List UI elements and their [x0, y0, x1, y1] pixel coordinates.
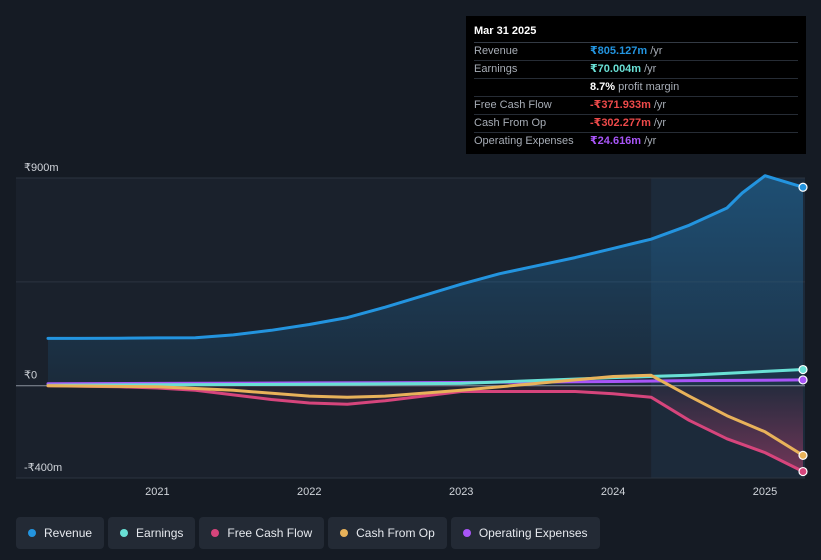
free-cash-flow-area	[48, 385, 803, 472]
legend-label: Earnings	[136, 526, 184, 540]
x-tick-label: 2025	[753, 486, 777, 498]
legend-item-revenue[interactable]: Revenue	[16, 517, 105, 549]
revenue-end-point	[798, 182, 808, 192]
revenue-line	[46, 174, 805, 340]
tooltip-value: -₹302.277m	[590, 117, 651, 129]
legend-item-cash-from-op[interactable]: Cash From Op	[328, 517, 447, 549]
y-tick-label: -₹400m	[24, 462, 62, 474]
tooltip-unit: /yr	[653, 99, 667, 111]
earnings-line	[46, 368, 805, 387]
legend: Revenue Earnings Free Cash Flow Cash Fro…	[16, 517, 604, 549]
x-tick-label: 2021	[145, 486, 169, 498]
earnings-end-point	[798, 364, 808, 375]
revenue-area	[48, 175, 803, 386]
legend-dot-icon	[340, 529, 349, 537]
legend-label: Revenue	[44, 526, 93, 540]
legend-dot-icon	[462, 529, 471, 537]
legend-item-earnings[interactable]: Earnings	[108, 517, 196, 549]
legend-label: Cash From Op	[356, 526, 435, 540]
cash-from-op-end-point	[798, 450, 808, 460]
tooltip-value: -₹371.933m	[590, 99, 651, 111]
tooltip-label: Cash From Op	[474, 117, 547, 129]
chart-area: ₹900m ₹0 -₹400m 2021 2022 2023 2024 2025	[16, 162, 808, 498]
tooltip-row-free-cash-flow: Free Cash Flow -₹371.933m /yr	[474, 97, 798, 115]
tooltip-value: ₹805.127m	[590, 45, 648, 57]
tooltip-value: 8.7%	[590, 81, 616, 93]
free-cash-flow-line	[46, 384, 805, 473]
tooltip-label: Revenue	[474, 45, 519, 57]
tooltip-row-cash-from-op: Cash From Op -₹302.277m /yr	[474, 115, 798, 133]
legend-item-operating-expenses[interactable]: Operating Expenses	[450, 517, 600, 549]
tooltip-label	[474, 79, 590, 96]
legend-dot-icon	[211, 529, 220, 537]
tooltip-unit: profit margin	[618, 81, 680, 93]
tooltip-row-operating-expenses: Operating Expenses ₹24.616m /yr	[474, 133, 798, 150]
tooltip-row-earnings: Earnings ₹70.004m /yr	[474, 61, 798, 79]
cash-from-op-line	[46, 373, 805, 457]
x-tick-label: 2024	[601, 486, 625, 498]
tooltip-label: Free Cash Flow	[474, 99, 552, 111]
legend-dot-icon	[120, 529, 129, 537]
x-tick-label: 2023	[449, 486, 473, 498]
tooltip-row-profit-margin: 8.7% profit margin	[474, 79, 798, 97]
tooltip-label: Operating Expenses	[474, 135, 574, 147]
tooltip-unit: /yr	[644, 63, 657, 75]
tooltip-unit: /yr	[653, 117, 667, 129]
tooltip-label: Earnings	[474, 63, 518, 75]
legend-dot-icon	[28, 529, 36, 537]
y-tick-label: ₹900m	[24, 162, 59, 174]
operating-expenses-end-point	[798, 375, 808, 385]
tooltip-value: ₹24.616m	[590, 135, 642, 147]
tooltip-date: Mar 31 2025	[474, 24, 798, 43]
x-tick-label: 2022	[297, 486, 321, 498]
tooltip-unit: /yr	[644, 135, 657, 147]
y-tick-label: ₹0	[24, 370, 37, 382]
free-cash-flow-end-point	[798, 466, 808, 477]
legend-label: Operating Expenses	[478, 526, 588, 540]
tooltip-row-revenue: Revenue ₹805.127m /yr	[474, 43, 798, 61]
legend-item-free-cash-flow[interactable]: Free Cash Flow	[199, 517, 325, 549]
tooltip-unit: /yr	[650, 45, 663, 57]
tooltip-value: ₹70.004m	[590, 63, 642, 75]
tooltip-panel: Mar 31 2025 Revenue ₹805.127m /yr Earnin…	[466, 16, 806, 154]
legend-label: Free Cash Flow	[227, 526, 313, 540]
